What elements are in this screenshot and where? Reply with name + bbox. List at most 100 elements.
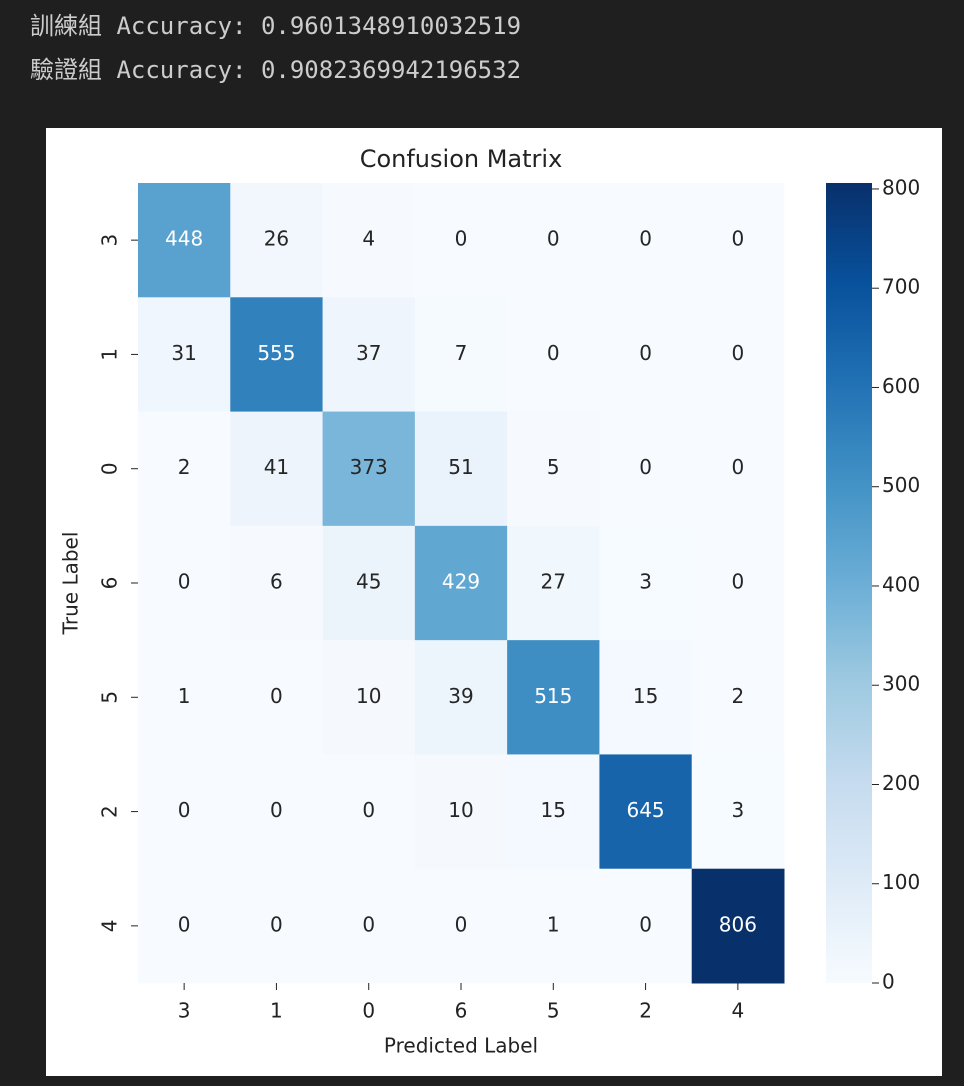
heatmap-cell bbox=[138, 754, 231, 870]
cell-label: 645 bbox=[626, 798, 664, 822]
cell-label: 51 bbox=[448, 455, 473, 479]
cell-label: 1 bbox=[178, 684, 191, 708]
heatmap-cell bbox=[230, 754, 324, 870]
heatmap-cell bbox=[599, 297, 693, 413]
colorbar bbox=[826, 183, 872, 983]
cell-label: 0 bbox=[455, 912, 468, 936]
heatmap-cell bbox=[599, 868, 693, 984]
cell-label: 2 bbox=[178, 455, 191, 479]
cell-label: 0 bbox=[547, 227, 560, 251]
cell-label: 0 bbox=[639, 341, 652, 365]
cell-label: 0 bbox=[455, 227, 468, 251]
cell-label: 373 bbox=[350, 455, 388, 479]
heatmap-cell bbox=[691, 754, 785, 870]
cell-label: 7 bbox=[455, 341, 468, 365]
cell-label: 0 bbox=[270, 798, 283, 822]
cell-label: 27 bbox=[541, 570, 566, 594]
heatmap-cell bbox=[599, 640, 693, 755]
cell-label: 0 bbox=[731, 227, 744, 251]
heatmap-cell bbox=[691, 411, 785, 527]
output-line: 訓練組 Accuracy: 0.9601348910032519 bbox=[30, 12, 522, 40]
heatmap-cell bbox=[322, 640, 416, 755]
heatmap-cell bbox=[414, 640, 508, 755]
cell-label: 10 bbox=[356, 684, 381, 708]
colorbar-tick-label: 0 bbox=[882, 970, 895, 994]
y-tick-label: 1 bbox=[98, 348, 122, 361]
cell-label: 0 bbox=[178, 912, 191, 936]
y-tick-label: 4 bbox=[98, 919, 122, 932]
heatmap-cell bbox=[414, 183, 508, 298]
cell-label: 3 bbox=[731, 798, 744, 822]
cell-label: 41 bbox=[264, 455, 289, 479]
cell-label: 0 bbox=[731, 341, 744, 365]
cell-label: 45 bbox=[356, 570, 381, 594]
heatmap-cell bbox=[138, 183, 231, 298]
heatmap-cell bbox=[414, 297, 508, 413]
x-tick-label: 2 bbox=[639, 999, 652, 1023]
heatmap-cell bbox=[230, 640, 324, 755]
heatmap-cell bbox=[230, 868, 324, 984]
heatmap-cell bbox=[322, 297, 416, 413]
cell-label: 6 bbox=[270, 570, 283, 594]
cell-label: 0 bbox=[178, 798, 191, 822]
cell-label: 0 bbox=[731, 570, 744, 594]
heatmap-cell bbox=[138, 525, 231, 641]
heatmap-cell bbox=[230, 297, 324, 413]
y-axis-label: True Label bbox=[59, 532, 83, 636]
heatmap-cell bbox=[322, 183, 416, 298]
heatmap-cell bbox=[138, 411, 231, 527]
x-tick-label: 0 bbox=[362, 999, 375, 1023]
cell-label: 0 bbox=[639, 912, 652, 936]
cell-label: 37 bbox=[356, 341, 381, 365]
colorbar-tick-label: 500 bbox=[882, 473, 920, 497]
heatmap-cell bbox=[322, 754, 416, 870]
cell-label: 0 bbox=[178, 570, 191, 594]
cell-label: 26 bbox=[264, 227, 289, 251]
heatmap-cell bbox=[230, 183, 324, 298]
y-tick-label: 5 bbox=[98, 691, 122, 704]
heatmap-cell bbox=[414, 525, 508, 641]
cell-label: 1 bbox=[547, 912, 560, 936]
heatmap-cell bbox=[599, 183, 693, 298]
x-tick-label: 3 bbox=[178, 999, 191, 1023]
heatmap-cell bbox=[322, 525, 416, 641]
heatmap-cell bbox=[691, 525, 785, 641]
heatmap-cell bbox=[507, 754, 600, 870]
heatmap-cell bbox=[230, 525, 324, 641]
colorbar-tick-label: 800 bbox=[882, 175, 920, 199]
chart-title: Confusion Matrix bbox=[360, 145, 563, 173]
heatmap-cell bbox=[691, 297, 785, 413]
heatmap-cell bbox=[507, 411, 600, 527]
heatmap-cell bbox=[414, 868, 508, 984]
heatmap-cell bbox=[691, 183, 785, 298]
cell-label: 555 bbox=[257, 341, 295, 365]
heatmap-cell bbox=[138, 640, 231, 755]
heatmap-cell bbox=[507, 183, 600, 298]
cell-label: 15 bbox=[541, 798, 566, 822]
x-tick-label: 6 bbox=[455, 999, 468, 1023]
heatmap-cell bbox=[138, 868, 231, 984]
cell-label: 0 bbox=[362, 912, 375, 936]
cell-label: 448 bbox=[165, 227, 203, 251]
cell-label: 39 bbox=[448, 684, 473, 708]
heatmap-cell bbox=[507, 525, 600, 641]
cell-label: 429 bbox=[442, 570, 480, 594]
cell-label: 0 bbox=[639, 227, 652, 251]
colorbar-tick-label: 700 bbox=[882, 275, 920, 299]
heatmap-cell bbox=[599, 525, 693, 641]
x-tick-label: 4 bbox=[731, 999, 744, 1023]
cell-label: 0 bbox=[547, 341, 560, 365]
cell-label: 0 bbox=[270, 912, 283, 936]
heatmap-cell bbox=[691, 868, 785, 984]
cell-label: 5 bbox=[547, 455, 560, 479]
heatmap-cell bbox=[507, 297, 600, 413]
x-tick-label: 1 bbox=[270, 999, 283, 1023]
y-tick-label: 3 bbox=[98, 234, 122, 247]
heatmap-cell bbox=[414, 411, 508, 527]
output-line: 驗證組 Accuracy: 0.9082369942196532 bbox=[30, 56, 522, 84]
y-tick-label: 0 bbox=[98, 462, 122, 475]
cell-label: 2 bbox=[731, 684, 744, 708]
heatmap-cell bbox=[599, 754, 693, 870]
heatmap-cell bbox=[322, 868, 416, 984]
